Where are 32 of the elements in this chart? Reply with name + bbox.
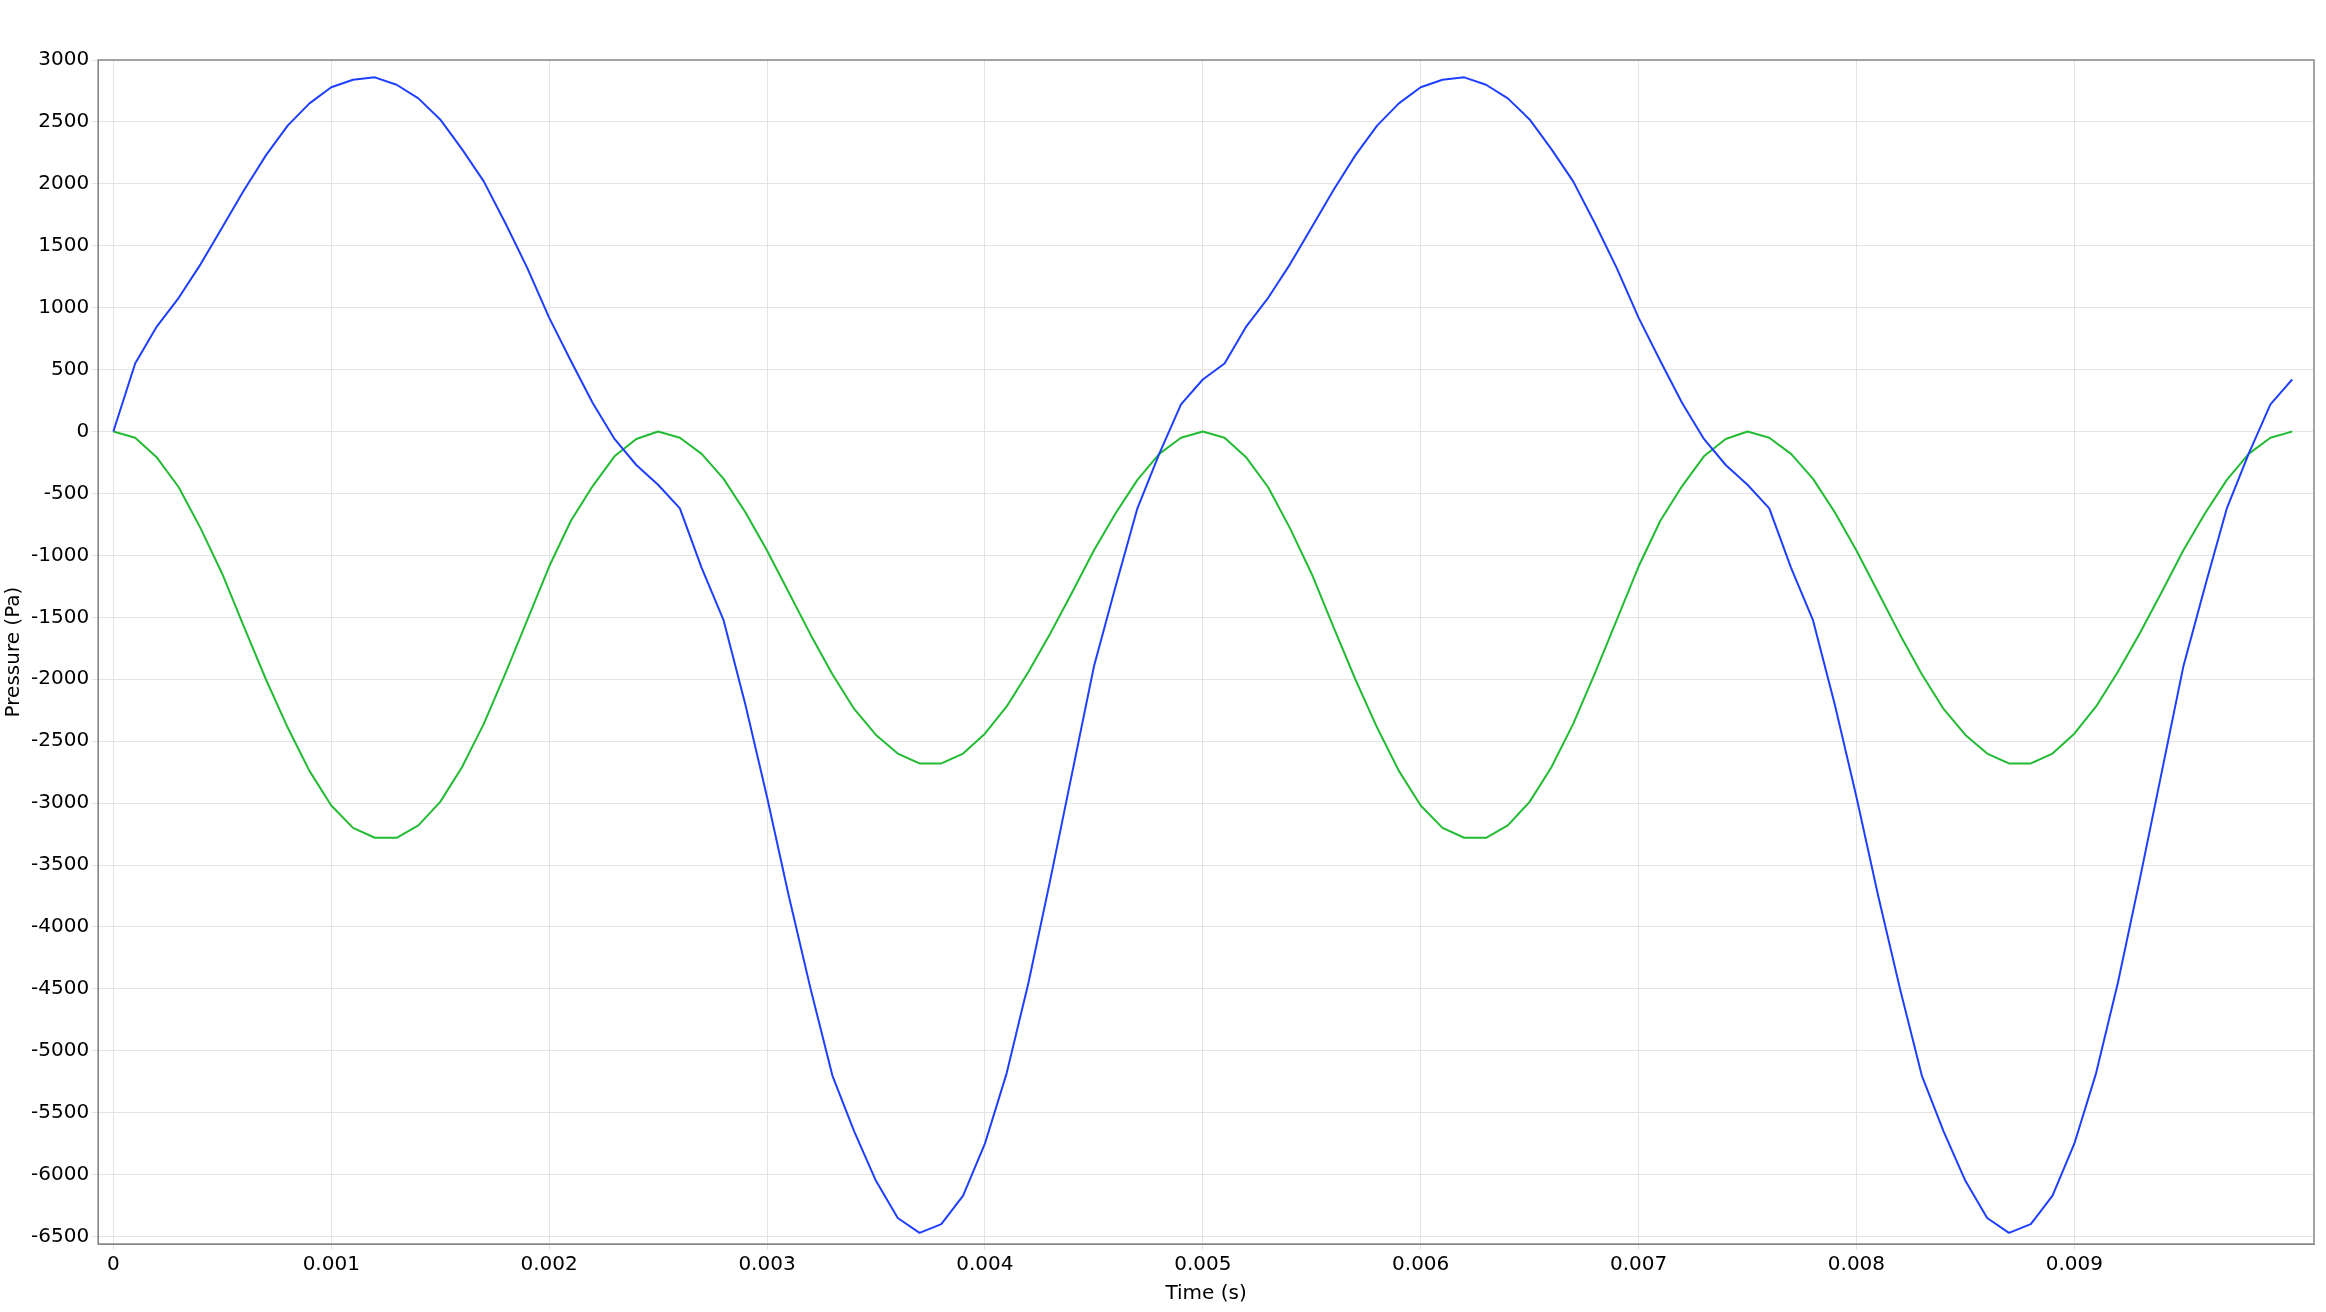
y-tick-label: -4500 <box>30 975 90 1000</box>
y-tick-label: 3000 <box>38 46 90 71</box>
y-tick-label: 1000 <box>38 293 90 318</box>
y-tick-label: -3000 <box>30 789 90 814</box>
x-tick-label: 0 <box>107 1251 120 1276</box>
y-tick-label: 500 <box>50 355 90 380</box>
y-axis-title: Pressure (Pa) <box>0 586 25 718</box>
x-axis-title: Time (s) <box>1164 1280 1247 1305</box>
y-tick-label: 0 <box>76 417 90 442</box>
y-tick-label: -2500 <box>30 727 90 752</box>
y-tick-label: -6500 <box>30 1222 90 1247</box>
x-tick-label: 0.001 <box>302 1251 360 1276</box>
x-tick-label: 0.005 <box>1174 1251 1232 1276</box>
y-tick-label: -1500 <box>30 603 90 628</box>
y-tick-label: -5500 <box>30 1098 90 1123</box>
y-tick-label: 2000 <box>38 170 90 195</box>
x-tick-label: 0.009 <box>2045 1251 2103 1276</box>
x-tick-label: 0.002 <box>520 1251 578 1276</box>
y-tick-label: -500 <box>43 479 90 504</box>
y-tick-label: -4000 <box>30 913 90 938</box>
y-tick-label: -3500 <box>30 851 90 876</box>
y-tick-label: -6000 <box>30 1160 90 1185</box>
y-tick-label: 2500 <box>38 108 90 133</box>
y-tick-label: -2000 <box>30 665 90 690</box>
x-tick-label: 0.008 <box>1827 1251 1886 1276</box>
x-tick-label: 0.003 <box>738 1251 796 1276</box>
x-tick-label: 0.007 <box>1609 1251 1668 1276</box>
x-tick-label: 0.006 <box>1392 1251 1450 1276</box>
x-tick-label: 0.004 <box>956 1251 1014 1276</box>
y-tick-label: -1000 <box>30 541 90 566</box>
y-tick-label: -5000 <box>30 1037 90 1061</box>
y-tick-label: 1500 <box>38 231 90 256</box>
